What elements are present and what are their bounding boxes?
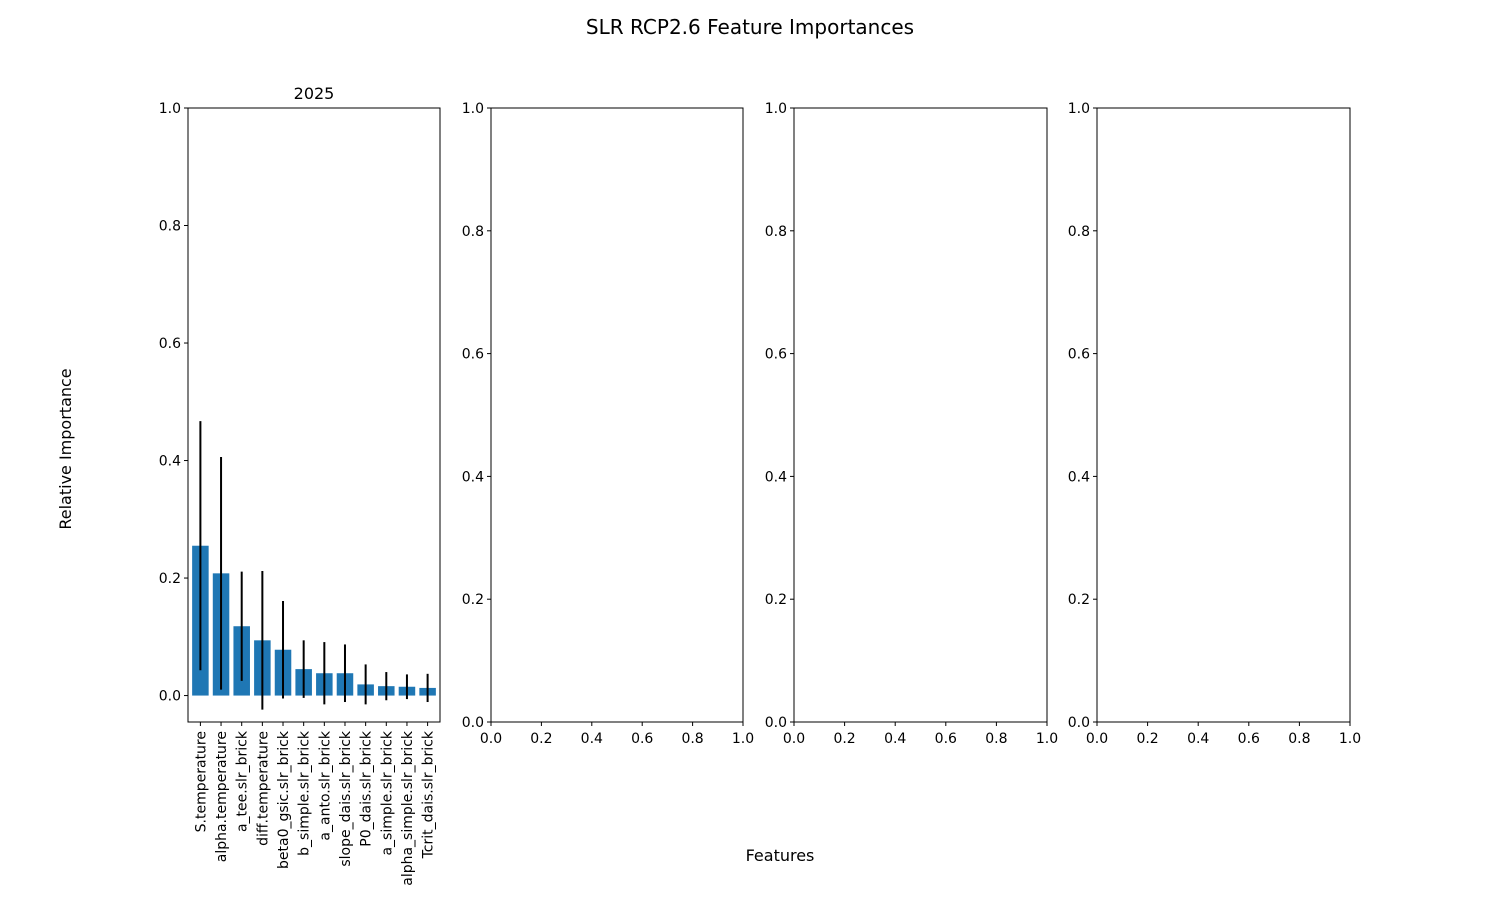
x-tick-label: 0.0 — [783, 731, 805, 747]
y-tick-label: 0.4 — [1068, 469, 1090, 485]
y-tick-label: 0.6 — [765, 347, 787, 363]
x-tick-label: 0.8 — [681, 731, 703, 747]
x-tick-label: diff.temperature — [255, 731, 271, 846]
x-tick-label: a_anto.slr_brick — [317, 730, 333, 840]
y-tick-label: 1.0 — [765, 101, 787, 117]
x-tick-label: 0.6 — [1238, 731, 1260, 747]
subplot-2: 0.0 0.2 0.4 0.6 0.8 1.0 0.0 0.2 0.4 0.6 0.8 1.0 — [462, 101, 754, 747]
subplot-1: 0.0 0.2 0.4 0.6 0.8 1.0 2025 S.temperature alpha… — [159, 84, 441, 886]
y-tick-label: 0.4 — [765, 469, 787, 485]
y-tick-label: 0.8 — [765, 224, 787, 240]
y-tick-label: 0.8 — [159, 219, 181, 235]
axes-frame — [187, 107, 441, 723]
y-tick-label: 1.0 — [159, 101, 181, 117]
y-tick-label: 0.2 — [1068, 592, 1090, 608]
y-tick-label: 0.2 — [159, 571, 181, 587]
x-tick-label: alpha_simple.slr_brick — [400, 730, 416, 886]
y-tick-label: 0.4 — [462, 469, 484, 485]
figure-x-label: Features — [746, 846, 815, 865]
x-tick-label: alpha.temperature — [214, 731, 230, 862]
y-tick-label: 0.6 — [159, 336, 181, 352]
y-tick-label: 0.8 — [1068, 224, 1090, 240]
x-tick-label: 0.2 — [1136, 731, 1158, 747]
x-tick-label: Tcrit_dais.slr_brick — [421, 730, 437, 859]
y-tick-label: 0.4 — [159, 454, 181, 470]
x-tick-label: 0.8 — [1288, 731, 1310, 747]
y-tick-label: 0.0 — [462, 715, 484, 731]
x-tick-label: 1.0 — [1339, 731, 1361, 747]
y-tick-label: 0.2 — [462, 592, 484, 608]
x-tick-label: 0.4 — [581, 731, 603, 747]
y-tick-label: 0.6 — [1068, 347, 1090, 363]
x-tick-label: 0.4 — [1187, 731, 1209, 747]
x-tick-label: 0.2 — [530, 731, 552, 747]
figure-title: SLR RCP2.6 Feature Importances — [586, 15, 914, 39]
x-tick-label: a_tee.slr_brick — [235, 730, 251, 832]
x-tick-label: 0.0 — [1086, 731, 1108, 747]
x-tick-label: P0_dais.slr_brick — [359, 730, 375, 847]
subplot-title: 2025 — [294, 84, 335, 103]
axes-frame — [793, 107, 1048, 723]
subplot-3: 0.0 0.2 0.4 0.6 0.8 1.0 0.0 0.2 0.4 0.6 0.8 1.0 — [765, 101, 1058, 747]
x-tick-label: slope_dais.slr_brick — [338, 730, 354, 867]
x-tick-label: S.temperature — [193, 731, 209, 832]
figure-y-label: Relative Importance — [56, 368, 75, 529]
x-tick-label: 0.0 — [480, 731, 502, 747]
y-tick-label: 1.0 — [1068, 101, 1090, 117]
y-tick-label: 1.0 — [462, 101, 484, 117]
subplot-4: 0.0 0.2 0.4 0.6 0.8 1.0 0.0 0.2 0.4 0.6 0.8 1.0 — [1068, 101, 1361, 747]
subplot-panels: 0.0 0.2 0.4 0.6 0.8 1.0 2025 S.temperature alpha… — [159, 84, 1361, 886]
y-tick-label: 0.2 — [765, 592, 787, 608]
x-tick-label: 0.6 — [631, 731, 653, 747]
y-tick-label: 0.8 — [462, 224, 484, 240]
x-tick-label: beta0_gsic.slr_brick — [276, 730, 292, 869]
x-tick-label: 0.2 — [833, 731, 855, 747]
y-tick-label: 0.6 — [462, 347, 484, 363]
x-tick-label: 0.6 — [935, 731, 957, 747]
axes-frame — [1096, 107, 1351, 723]
y-tick-label: 0.0 — [765, 715, 787, 731]
axes-frame — [490, 107, 744, 723]
x-tick-label: a_simple.slr_brick — [379, 730, 395, 855]
x-tick-label: b_simple.slr_brick — [297, 730, 313, 856]
y-tick-label: 0.0 — [159, 689, 181, 705]
x-tick-label: 0.8 — [985, 731, 1007, 747]
y-tick-label: 0.0 — [1068, 715, 1090, 731]
x-tick-label: 0.4 — [884, 731, 906, 747]
x-tick-label: 1.0 — [1036, 731, 1058, 747]
x-tick-label: 1.0 — [732, 731, 754, 747]
